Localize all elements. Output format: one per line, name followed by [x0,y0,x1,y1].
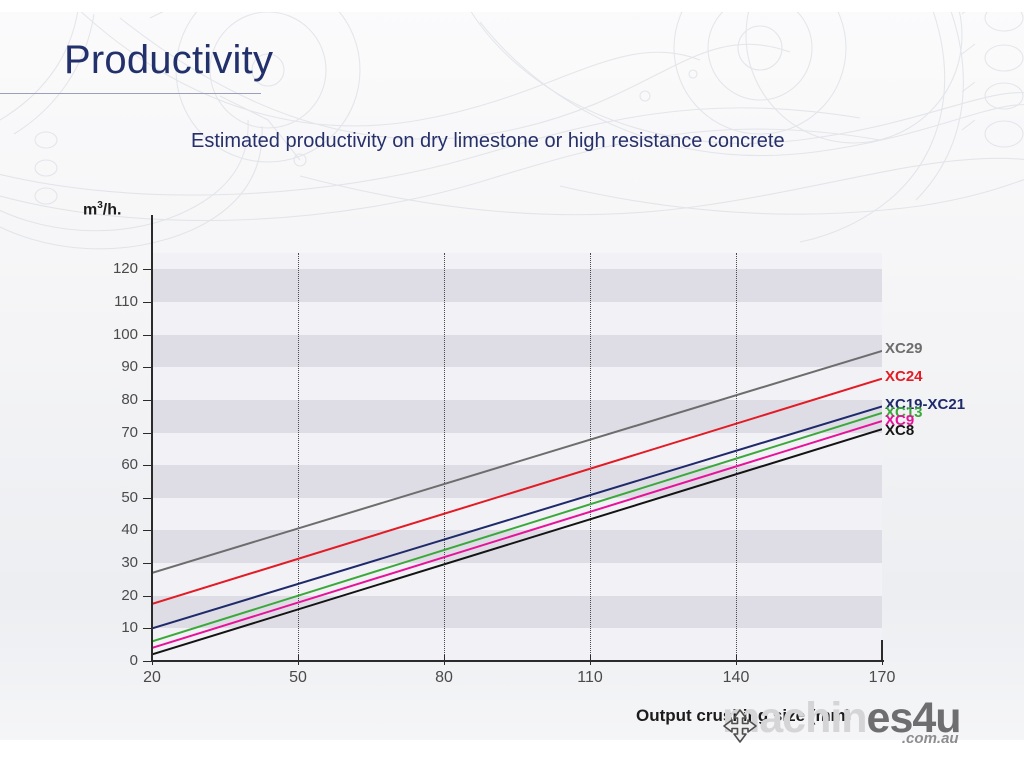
bottom-white-strip [0,740,1024,768]
series-line-xc9 [152,420,882,649]
y-axis-tick [143,465,152,467]
y-axis-line [151,215,153,661]
y-axis-tick-label: 50 [121,488,138,506]
y-axis-tick [143,530,152,532]
y-axis-tick [143,334,152,336]
title-underline [0,93,261,94]
chart-subtitle: Estimated productivity on dry limestone … [191,130,785,152]
y-axis-title: m3/h. [83,200,122,219]
y-axis-tick-label: 80 [121,390,138,408]
y-axis-tick [143,301,152,303]
y-axis-tick-label: 60 [121,456,138,474]
vertical-gridline [590,253,591,661]
x-axis-tick-label: 170 [868,669,896,686]
x-axis-tick [590,655,591,665]
legend-item-xc19-xc21: XC19-XC21 [885,396,966,414]
x-axis-tick-label: 50 [289,669,307,686]
x-axis-end-cap [881,640,883,662]
y-axis-tick-label: 110 [114,292,138,310]
y-axis-tick [143,269,152,271]
x-axis-tick [152,655,153,665]
y-axis-tick-label: 90 [121,358,138,376]
x-axis-tick [736,655,737,665]
y-axis-tick [143,367,152,369]
y-axis-tick-label: 10 [121,619,138,637]
y-axis-tick [143,661,152,662]
series-line-xc13 [152,411,882,643]
legend-item-xc13: XC13 [885,403,923,421]
plot-band [152,334,882,368]
x-axis-tick-label: 140 [722,669,750,686]
legend-item-xc24: XC24 [885,367,923,385]
series-line-xc19-xc21 [152,405,882,630]
y-axis-tick-label: 40 [121,521,138,539]
vertical-gridline [298,253,299,661]
series-line-xc29 [152,349,882,574]
x-axis-tick-label: 110 [577,669,603,686]
vertical-gridline [736,253,737,661]
series-lines [152,349,882,656]
x-axis-tick-label: 80 [435,669,453,686]
y-axis-tick-label: 20 [121,586,138,604]
x-axis-tick [444,655,445,665]
x-axis-tick [882,655,883,665]
y-axis-tick-label: 100 [112,325,138,343]
y-axis-tick-label: 120 [112,260,138,278]
top-white-strip [0,0,1024,12]
series-line-xc24 [152,377,882,605]
x-axis-tick [298,655,299,665]
legend-item-xc29: XC29 [885,339,923,357]
series-line-xc8 [152,428,882,656]
y-axis-tick [143,497,152,499]
y-axis-tick-label: 0 [129,652,138,669]
y-axis-tick-label: 30 [121,554,138,572]
x-axis-line [152,660,884,662]
page-title: Productivity [64,38,274,82]
y-axis-tick [143,628,152,630]
plot-area [152,253,882,661]
y-axis-tick [143,563,152,565]
vertical-gridline [444,253,445,661]
y-axis-tick [143,595,152,597]
chart-legend: XC29 XC24 XC19-XC21 XC13 XC9 XC8 [885,0,1024,768]
plot-band [152,595,882,629]
y-axis-tick [143,432,152,434]
legend-item-xc8: XC8 [885,422,915,440]
legend-item-xc9: XC9 [885,412,915,430]
y-axis-tick [143,399,152,401]
move-cursor [723,709,757,743]
y-axis-tick-label: 70 [121,423,138,441]
x-axis-tick-label: 20 [143,669,161,686]
plot-band [152,465,882,498]
plot-band [152,269,882,302]
